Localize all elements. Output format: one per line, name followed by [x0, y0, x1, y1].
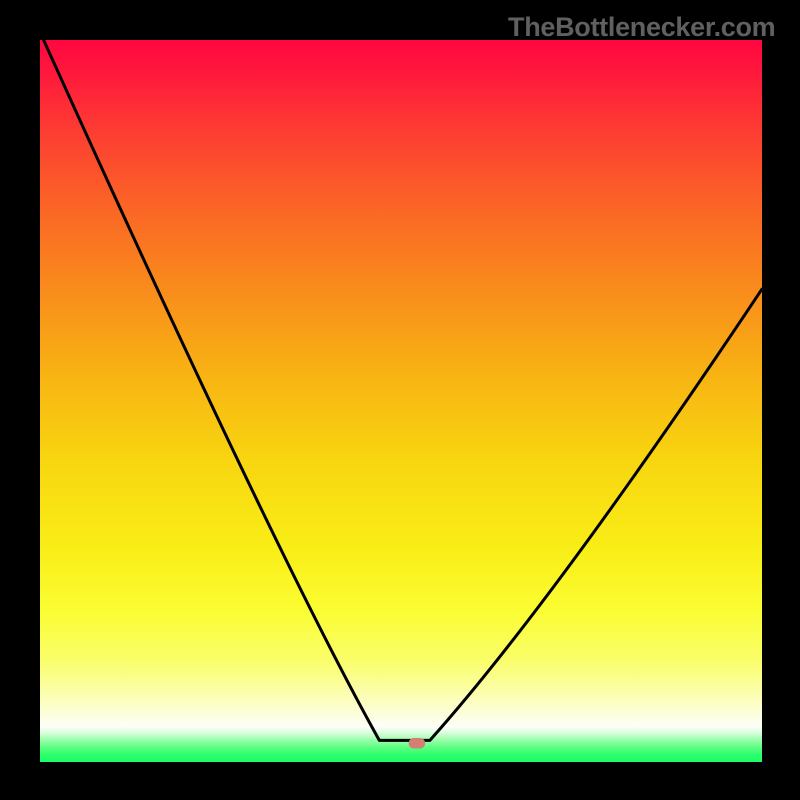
watermark-text: TheBottlenecker.com [508, 12, 775, 43]
stage: TheBottlenecker.com [0, 0, 800, 800]
plot-area [40, 40, 762, 762]
bottleneck-chart [40, 40, 762, 762]
gradient-background [40, 40, 762, 762]
optimum-marker [409, 738, 426, 748]
